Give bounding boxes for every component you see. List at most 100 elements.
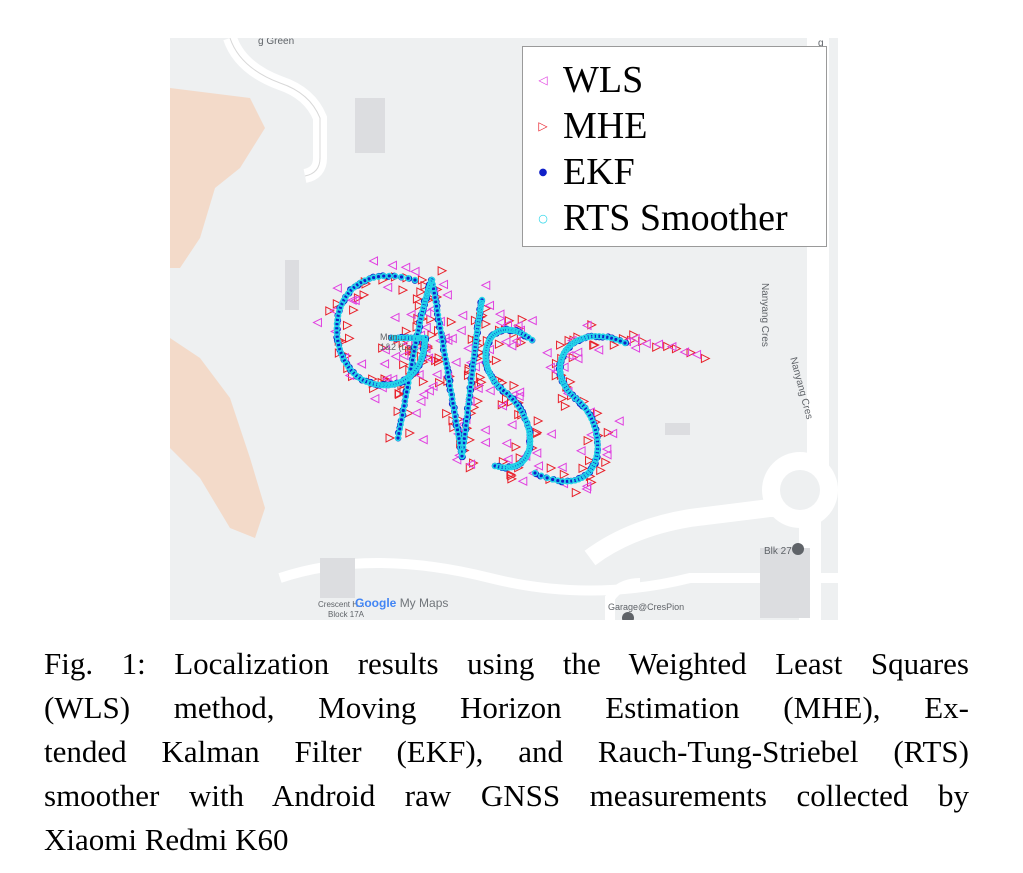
wls-point (421, 322, 431, 333)
wls-point (601, 444, 612, 454)
rts-point (523, 418, 530, 426)
mhe-point (557, 393, 568, 404)
rts-point (499, 464, 506, 471)
wls-point (415, 396, 426, 407)
rts-point (593, 430, 600, 437)
mhe-point (507, 474, 517, 484)
wls-point (473, 383, 483, 394)
rts-point (422, 295, 430, 302)
wls-point (557, 462, 567, 473)
mhe-point (412, 294, 423, 304)
mhe-point (596, 465, 606, 476)
rts-point (476, 308, 484, 316)
wls-point (502, 454, 513, 464)
mhe-point (418, 376, 429, 387)
rts-point (508, 463, 515, 471)
rts-point (404, 275, 412, 282)
rts-point (591, 459, 598, 467)
mhe-point (601, 457, 611, 468)
rts-point (420, 346, 428, 353)
mhe-point (509, 380, 520, 391)
rts-point (594, 438, 601, 445)
wls-point (666, 341, 677, 352)
wls-point (545, 362, 555, 373)
mhe-point (353, 293, 364, 303)
mhe-point (427, 330, 438, 340)
wls-point (546, 429, 556, 439)
mhe-point (398, 338, 409, 348)
roundabout-center (780, 470, 820, 510)
mhe-point (398, 285, 409, 295)
legend-label: MHE (563, 105, 648, 147)
wls-point (332, 283, 342, 293)
wls-point (424, 386, 434, 396)
mhe-point (474, 380, 485, 391)
mhe-point (475, 372, 486, 383)
rts-point (518, 330, 525, 337)
mhe-point (592, 408, 603, 419)
rts-point (475, 318, 482, 326)
wls-point (485, 385, 495, 396)
wls-point (514, 387, 525, 397)
mhe-point (385, 433, 396, 443)
rts-point (594, 445, 601, 453)
caption-line: tended Kalman Filter (EKF), and Rauch-Tu… (44, 734, 969, 769)
wls-point (480, 280, 491, 291)
caption-line: Fig. 1: Localization results using the W… (44, 646, 969, 681)
rts-point (474, 322, 482, 329)
rts-point (478, 296, 486, 304)
rts-point (398, 273, 405, 281)
poi-label: Blk 27 (764, 546, 792, 557)
rts-point (470, 355, 477, 362)
rts-point (477, 302, 485, 310)
rts-point (526, 443, 533, 451)
rts-point (505, 464, 512, 471)
road-edge (229, 38, 321, 177)
mhe-point (583, 435, 594, 446)
rts-point (411, 276, 419, 284)
mhe-point (414, 300, 425, 311)
mhe-point (399, 359, 409, 370)
rts-point (470, 359, 477, 366)
rts-point (593, 434, 601, 441)
wls-point (581, 320, 592, 331)
rts-point (556, 363, 564, 370)
wls-point (457, 310, 468, 321)
triangle-right-marker-icon: ▷ (538, 119, 548, 133)
rts-point (526, 435, 534, 442)
rts-point (526, 431, 534, 439)
terrain-area (170, 88, 265, 268)
wls-point (484, 300, 495, 311)
map-figure: g Green g Nanyang Cres Nanyang Cres Mun.… (170, 38, 838, 620)
map-pin-icon (792, 543, 804, 555)
wls-point (495, 317, 506, 328)
map-pin-icon (622, 612, 634, 620)
wls-point (409, 266, 420, 277)
terrain-area (170, 338, 265, 538)
wls-point (501, 438, 512, 449)
road (584, 499, 810, 566)
legend-item-mhe: ▷ MHE (523, 103, 647, 149)
rts-point (594, 442, 601, 449)
mhe-point (551, 358, 562, 369)
rts-point (557, 369, 564, 376)
mhe-point (585, 455, 595, 466)
mhe-point (571, 487, 582, 498)
wls-point (517, 476, 528, 487)
wls-point (679, 347, 690, 357)
mhe-point (546, 463, 557, 473)
rts-point (592, 456, 599, 463)
wls-point (641, 338, 651, 349)
building (760, 548, 810, 618)
wls-points-layer (312, 256, 702, 494)
mhe-point (393, 406, 404, 417)
wls-point (368, 256, 379, 266)
rts-point (417, 315, 424, 323)
legend-label: WLS (563, 59, 644, 101)
wls-point (691, 349, 702, 360)
rts-point (526, 428, 533, 436)
mhe-point (663, 341, 673, 352)
wls-point (438, 279, 449, 290)
rts-point (581, 334, 589, 341)
rts-point (557, 360, 564, 368)
